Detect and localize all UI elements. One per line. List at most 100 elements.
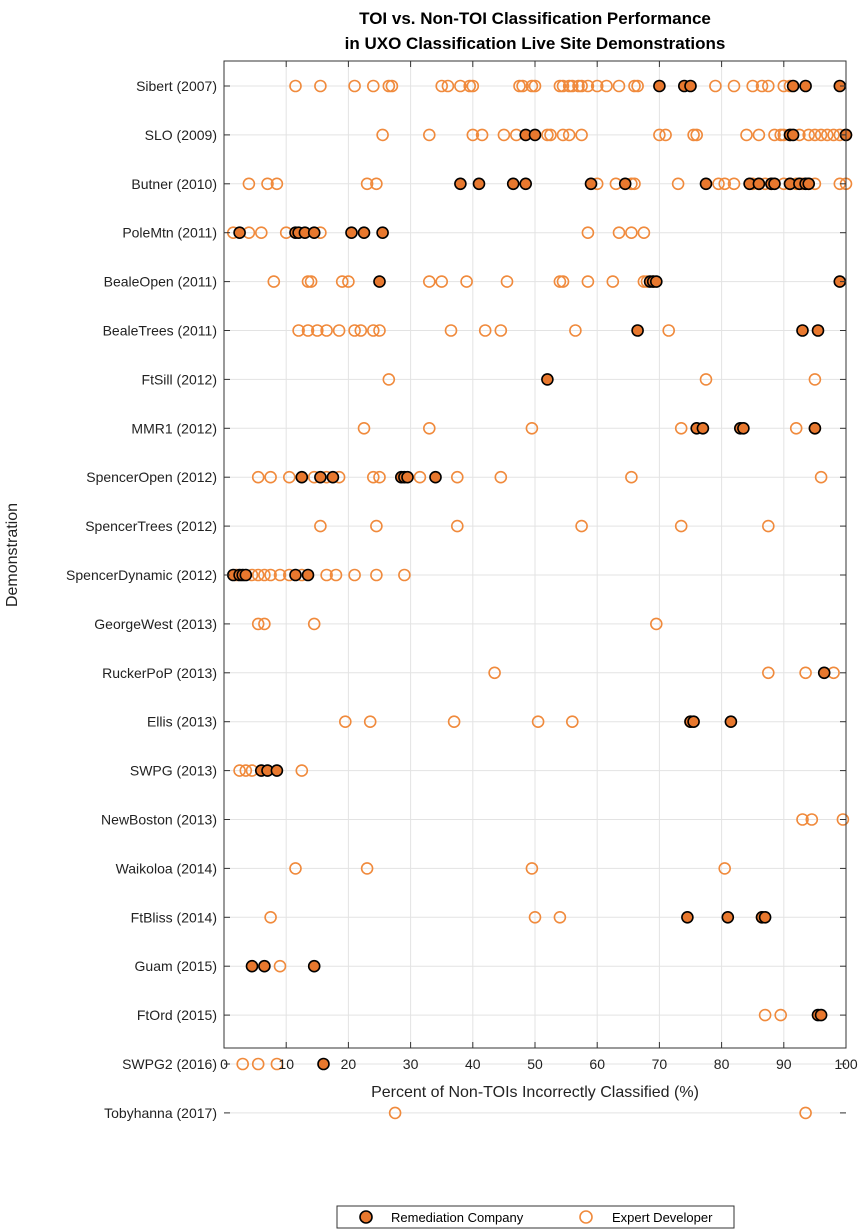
category-label: FtBliss (2014) (131, 909, 217, 925)
expert-developer-point (494, 470, 508, 484)
category-label: Ellis (2013) (147, 714, 217, 730)
remediation-company-point (454, 177, 467, 191)
category-label: SpencerTrees (2012) (85, 518, 217, 534)
expert-developer-point (282, 470, 296, 484)
category-label: Sibert (2007) (136, 78, 217, 94)
expert-developer-point (382, 79, 396, 93)
expert-developer-point (264, 470, 277, 484)
remediation-company-point (802, 177, 816, 191)
expert-developer-point (292, 324, 305, 337)
expert-developer-point (553, 79, 567, 93)
expert-developer-point (575, 128, 588, 142)
remediation-company-point (307, 959, 321, 973)
remediation-company-point (681, 910, 694, 924)
expert-developer-point (370, 568, 383, 582)
remediation-company-point (684, 79, 697, 93)
expert-developer-point (494, 324, 508, 337)
y-axis-title: Demonstration (4, 503, 21, 607)
remediation-company-point (752, 177, 766, 191)
expert-developer-point (590, 79, 604, 93)
expert-developer-point (556, 128, 570, 142)
remediation-company-point (345, 226, 358, 239)
expert-developer-point (454, 79, 467, 93)
expert-developer-point (314, 519, 327, 533)
category-label: PoleMtn (2011) (122, 225, 217, 241)
remediation-company-point (737, 421, 750, 435)
expert-developer-point (460, 275, 473, 288)
expert-developer-point (761, 666, 775, 680)
expert-developer-point (422, 275, 436, 288)
x-axis-title: Percent of Non-TOIs Incorrectly Classifi… (371, 1084, 699, 1101)
expert-developer-point (556, 275, 570, 288)
expert-developer-point (373, 470, 386, 484)
x-axis-ticks: 0 10 20 30 40 50 60 70 80 90 100 (220, 61, 858, 1114)
expert-developer-point (761, 79, 775, 93)
expert-developer-point (528, 79, 542, 93)
expert-developer-point (348, 568, 361, 582)
category-label: BealeTrees (2011) (103, 323, 217, 339)
expert-developer-point (385, 79, 399, 93)
remediation-company-point (786, 128, 800, 142)
expert-developer-point (261, 177, 274, 191)
expert-developer-point (422, 128, 436, 142)
expert-developer-point (398, 568, 411, 582)
category-label: SWPG2 (2016) (122, 1056, 217, 1072)
expert-developer-point (497, 128, 511, 142)
category-label: FtOrd (2015) (137, 1007, 217, 1023)
remediation-company-point (817, 666, 831, 680)
expert-developer-point (581, 226, 595, 239)
remediation-company-point (696, 421, 710, 435)
x-tick-label: 40 (465, 1056, 481, 1072)
remediation-company-point (506, 177, 520, 191)
expert-developer-point (320, 324, 333, 337)
expert-developer-point (254, 226, 268, 239)
expert-developer-point (531, 715, 545, 729)
expert-developer-point (264, 910, 277, 924)
expert-developer-point (513, 79, 526, 93)
expert-developer-point (799, 1106, 812, 1120)
expert-developer-point (671, 177, 685, 191)
expert-developer-point (814, 470, 828, 484)
expert-developer-point (808, 373, 822, 386)
x-tick-label: 30 (403, 1056, 419, 1072)
expert-developer-point (687, 128, 700, 142)
expert-developer-point (699, 373, 713, 386)
expert-developer-point (478, 324, 492, 337)
remediation-company-point (796, 324, 809, 337)
expert-developer-point (348, 79, 361, 93)
expert-developer-point (251, 1057, 265, 1071)
expert-developer-point (572, 79, 585, 93)
expert-developer-point (556, 79, 570, 93)
expert-developer-point (662, 324, 676, 337)
expert-developer-point (612, 226, 626, 239)
chart-title-line-2: in UXO Classification Live Site Demonstr… (345, 34, 726, 53)
expert-developer-point (370, 519, 383, 533)
remediation-company-point (584, 177, 598, 191)
remediation-company-point (314, 470, 327, 484)
expert-developer-point (575, 79, 588, 93)
remediation-company-point (317, 1057, 330, 1071)
expert-developer-point (332, 324, 346, 337)
remediation-company-point (699, 177, 713, 191)
expert-developer-point (441, 79, 455, 93)
expert-developer-point (575, 519, 588, 533)
expert-developer-point (289, 862, 302, 875)
expert-developer-point (553, 275, 567, 288)
remediation-company-point (814, 1008, 828, 1022)
expert-developer-point (435, 79, 449, 93)
legend-label-remediation-company: Remediation Company (391, 1210, 524, 1225)
expert-developer-point (338, 715, 352, 729)
remediation-company-point (653, 79, 666, 93)
expert-developer-point (606, 275, 620, 288)
chart-title: TOI vs. Non-TOI Classification Performan… (345, 9, 726, 53)
expert-developer-point (820, 128, 834, 142)
expert-developer-point (612, 79, 626, 93)
remediation-company-point (307, 226, 321, 239)
remediation-company-point (429, 470, 442, 484)
remediation-company-point (808, 421, 822, 435)
category-label: SpencerOpen (2012) (86, 469, 217, 485)
expert-developer-point (761, 519, 775, 533)
grid-lines (224, 61, 846, 1114)
expert-developer-point (450, 519, 464, 533)
expert-developer-points (227, 79, 853, 1120)
